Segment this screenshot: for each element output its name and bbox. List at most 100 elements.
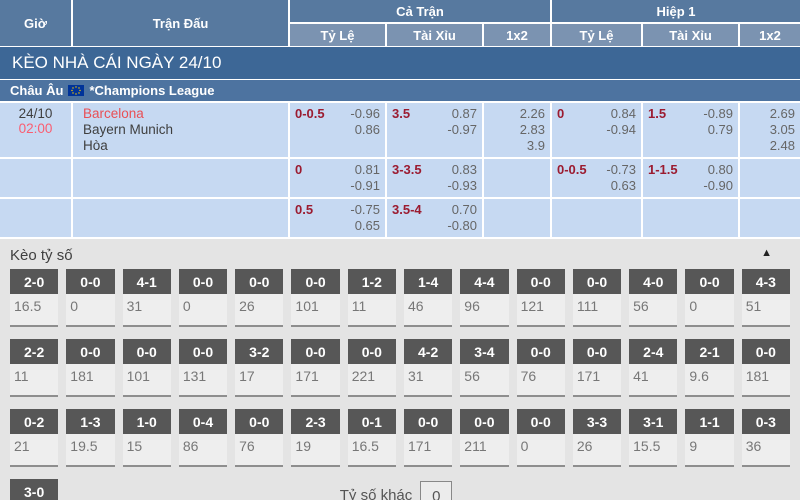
collapse-arrow-icon[interactable]: ▲ [761,247,772,259]
score-button[interactable]: 2-3 [291,409,340,434]
score-button[interactable]: 0-0 [572,339,622,364]
ft-over-under-cell[interactable]: 3.5-4 0.70 -0.80 [387,199,482,237]
score-cell[interactable]: 4-3 51 [741,269,790,327]
score-button[interactable]: 1-2 [347,269,396,294]
ft-over-under-cell[interactable]: 3-3.5 0.83 -0.93 [387,159,482,197]
score-cell[interactable]: 0-0 121 [516,269,565,327]
league-row[interactable]: Châu Âu *Champions League [0,80,800,101]
home-team[interactable]: Barcelona [83,106,144,121]
score-cell[interactable]: 0-0 76 [235,409,284,467]
score-cell[interactable]: 2-3 19 [291,409,340,467]
score-cell[interactable]: 2-2 11 [10,339,59,397]
score-button[interactable]: 0-0 [516,409,565,434]
score-cell[interactable]: 0-4 86 [178,409,228,467]
score-cell[interactable]: 0-0 0 [516,409,565,467]
score-button[interactable]: 0-0 [122,339,171,364]
ft-1x2-cell[interactable] [484,199,550,237]
score-button[interactable]: 0-0 [741,339,790,364]
score-button[interactable]: 3-0 [10,479,59,500]
h1-under-odds[interactable]: -0.90 [703,178,733,193]
score-button[interactable]: 4-0 [629,269,678,294]
score-cell[interactable]: 0-1 16.5 [347,409,396,467]
score-button[interactable]: 0-0 [516,339,565,364]
ft-under-odds[interactable]: -0.93 [447,178,477,193]
score-cell[interactable]: 1-0 15 [122,409,171,467]
score-cell[interactable]: 4-2 31 [403,339,453,397]
score-cell[interactable]: 4-4 96 [460,269,509,327]
score-button[interactable]: 3-4 [460,339,509,364]
score-button[interactable]: 2-2 [10,339,59,364]
h1-handicap-cell[interactable]: 0-0.5 -0.73 0.63 [552,159,641,197]
score-button[interactable]: 2-1 [685,339,734,364]
h1-under-odds[interactable]: 0.79 [707,122,733,137]
h1-over-under-cell[interactable]: 1.5 -0.89 0.79 [643,103,738,157]
h1-1x2-cell[interactable] [740,159,800,197]
h1-handicap-cell[interactable]: 0 0.84 -0.94 [552,103,641,157]
score-button[interactable]: 0-0 [291,269,340,294]
score-button[interactable]: 1-0 [122,409,171,434]
score-button[interactable]: 0-0 [516,269,565,294]
score-cell[interactable]: 4-1 31 [122,269,171,327]
score-button[interactable]: 0-0 [291,339,340,364]
score-cell[interactable]: 3-2 17 [235,339,284,397]
h1-over-odds[interactable]: -0.89 [703,106,733,121]
score-button[interactable]: 0-0 [460,409,509,434]
ft-handicap-line[interactable]: 0.5 [295,202,314,217]
away-team[interactable]: Bayern Munich [83,122,174,137]
ft-1x2-cell[interactable] [484,159,550,197]
ft-1x2-draw-odds[interactable]: 3.9 [526,138,545,153]
score-cell[interactable]: 0-0 221 [347,339,396,397]
ft-over-under-line[interactable]: 3.5 [392,106,411,121]
h1-over-under-cell[interactable] [643,199,738,237]
score-button[interactable]: 0-0 [66,269,115,294]
score-button[interactable]: 1-4 [403,269,453,294]
score-cell[interactable]: 3-3 26 [572,409,622,467]
score-cell[interactable]: 0-0 101 [122,339,171,397]
score-cell[interactable]: 0-0 101 [291,269,340,327]
score-cell[interactable]: 0-0 76 [516,339,565,397]
ft-handicap-cell[interactable]: 0 0.81 -0.91 [290,159,385,197]
score-cell[interactable]: 0-0 111 [572,269,622,327]
ft-under-odds[interactable]: -0.97 [447,122,477,137]
score-button[interactable]: 1-3 [66,409,115,434]
score-button[interactable]: 0-0 [178,339,228,364]
score-button[interactable]: 4-4 [460,269,509,294]
h1-1x2-cell[interactable] [740,199,800,237]
score-button[interactable]: 0-0 [685,269,734,294]
score-button[interactable]: 0-3 [741,409,790,434]
score-cell[interactable]: 2-0 16.5 [10,269,59,327]
h1-handicap-odds-away[interactable]: 0.63 [610,178,636,193]
score-button[interactable]: 0-0 [403,409,453,434]
score-cell[interactable]: 3-0 26 [10,479,59,500]
ft-under-odds[interactable]: -0.80 [447,218,477,233]
score-button[interactable]: 3-1 [629,409,678,434]
h1-handicap-odds-home[interactable]: -0.73 [606,162,636,177]
h1-1x2-away-odds[interactable]: 3.05 [769,122,795,137]
score-button[interactable]: 3-2 [235,339,284,364]
score-cell[interactable]: 0-0 0 [685,269,734,327]
score-cell[interactable]: 3-1 15.5 [629,409,678,467]
score-cell[interactable]: 1-1 9 [685,409,734,467]
score-cell[interactable]: 0-2 21 [10,409,59,467]
score-cell[interactable]: 3-4 56 [460,339,509,397]
ft-handicap-cell[interactable]: 0.5 -0.75 0.65 [290,199,385,237]
score-cell[interactable]: 0-0 171 [403,409,453,467]
score-button[interactable]: 1-1 [685,409,734,434]
ft-1x2-cell[interactable]: 2.26 2.83 3.9 [484,103,550,157]
score-button[interactable]: 0-0 [235,269,284,294]
ft-handicap-odds-home[interactable]: -0.75 [350,202,380,217]
h1-handicap-line[interactable]: 0 [557,106,565,121]
ft-over-under-line[interactable]: 3.5-4 [392,202,422,217]
ft-over-under-cell[interactable]: 3.5 0.87 -0.97 [387,103,482,157]
h1-handicap-odds-away[interactable]: -0.94 [606,122,636,137]
h1-over-odds[interactable]: 0.80 [707,162,733,177]
score-button[interactable]: 4-3 [741,269,790,294]
ft-handicap-odds-home[interactable]: 0.81 [354,162,380,177]
score-cell[interactable]: 2-4 41 [629,339,678,397]
score-cell[interactable]: 0-0 131 [178,339,228,397]
score-button[interactable]: 0-0 [178,269,228,294]
other-score-input[interactable]: 0 [420,481,453,500]
ft-handicap-odds-away[interactable]: -0.91 [350,178,380,193]
ft-handicap-odds-home[interactable]: -0.96 [350,106,380,121]
score-button[interactable]: 4-1 [122,269,171,294]
